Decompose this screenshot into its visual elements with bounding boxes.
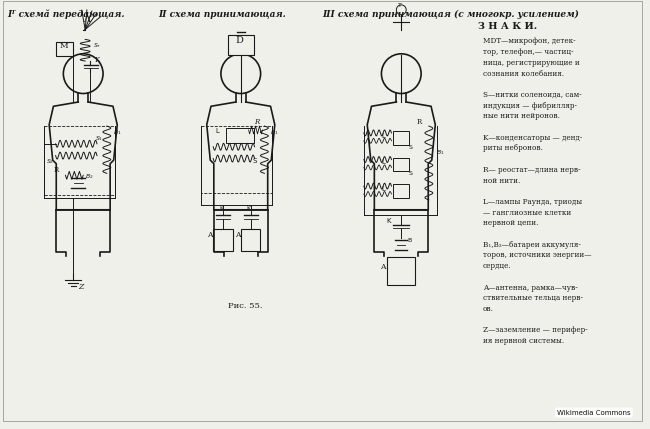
- Text: A: A: [380, 263, 385, 271]
- Text: $B_2$: $B_2$: [85, 172, 94, 181]
- Text: R: R: [54, 166, 59, 174]
- Bar: [56, 42, 73, 56]
- Text: S: S: [253, 158, 257, 164]
- Text: $S_1$: $S_1$: [95, 134, 103, 143]
- Text: R: R: [417, 118, 422, 126]
- Text: K: K: [95, 56, 100, 64]
- Text: III схема принимающая (с многокр. усилением): III схема принимающая (с многокр. усилен…: [322, 10, 579, 19]
- Text: B: B: [407, 238, 411, 243]
- Text: K: K: [246, 206, 251, 211]
- Text: K: K: [387, 218, 391, 224]
- Text: K: K: [219, 206, 223, 211]
- Bar: [393, 157, 409, 171]
- Text: Іᵀ схемӑ передающая.: Іᵀ схемӑ передающая.: [7, 10, 125, 19]
- Bar: [226, 128, 254, 143]
- Text: З Н А К И.: З Н А К И.: [478, 22, 537, 30]
- Text: A: A: [207, 231, 213, 239]
- Text: Рис. 55.: Рис. 55.: [228, 302, 263, 310]
- Text: $B_1$: $B_1$: [270, 128, 279, 137]
- Text: Λ: Λ: [83, 15, 90, 24]
- Text: L: L: [382, 186, 385, 192]
- Text: D: D: [236, 36, 244, 45]
- Text: II схема принимающая.: II схема принимающая.: [158, 10, 286, 19]
- Text: MDT—микрофон, детек-
тор, телефон,— частиц-
ница, регистрирующие и
сознания коле: MDT—микрофон, детек- тор, телефон,— част…: [483, 37, 592, 345]
- Text: S: S: [408, 145, 412, 150]
- Text: A: A: [235, 231, 240, 239]
- Text: S: S: [408, 171, 412, 176]
- Text: L: L: [382, 133, 385, 139]
- Text: R: R: [255, 118, 260, 126]
- Bar: [213, 230, 233, 251]
- Text: Wikimedia Commons: Wikimedia Commons: [557, 410, 630, 416]
- Text: $B_1$: $B_1$: [436, 148, 445, 157]
- Text: $S_2$: $S_2$: [46, 157, 54, 166]
- Bar: [393, 184, 409, 198]
- Bar: [393, 131, 409, 145]
- Bar: [228, 36, 254, 55]
- Text: M: M: [60, 42, 68, 50]
- Text: $B_1$: $B_1$: [112, 128, 122, 137]
- Text: T: T: [398, 3, 402, 8]
- Bar: [240, 230, 261, 251]
- Text: Z: Z: [78, 283, 83, 290]
- Text: $S_т$: $S_т$: [93, 41, 101, 50]
- Bar: [387, 257, 415, 284]
- Bar: [202, 126, 272, 193]
- Text: L: L: [382, 160, 385, 166]
- Text: L: L: [215, 128, 219, 134]
- Bar: [44, 126, 114, 195]
